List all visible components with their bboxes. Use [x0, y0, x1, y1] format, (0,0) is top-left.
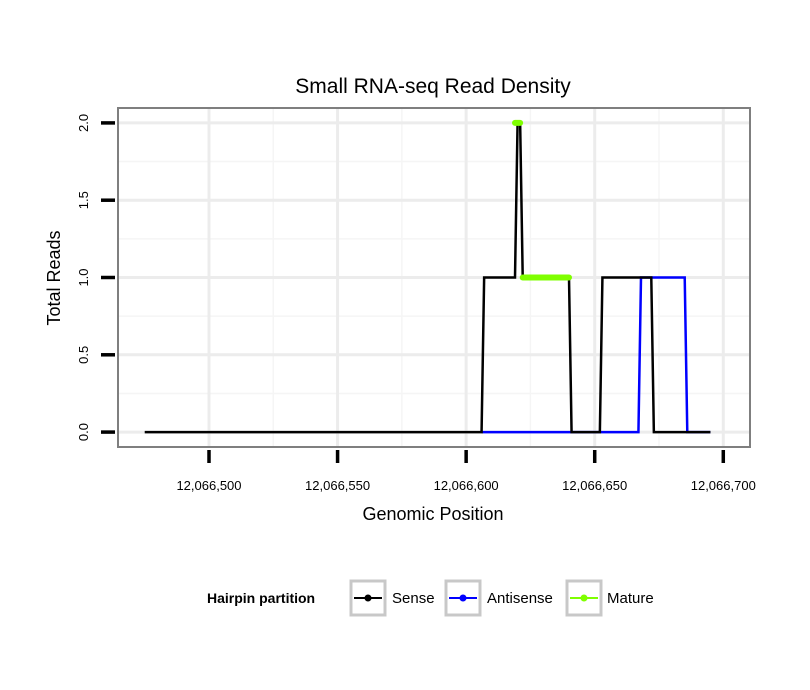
x-tick-label: 12,066,600 — [434, 478, 499, 493]
y-axis-label: Total Reads — [44, 230, 64, 325]
legend-title: Hairpin partition — [207, 590, 315, 606]
plot-panel-border — [117, 107, 751, 448]
legend-point-antisense — [459, 594, 467, 602]
y-tick-label: 0.0 — [76, 423, 91, 441]
legend: Hairpin partition Sense Antisense Mature — [207, 579, 654, 617]
series-sense-line — [144, 121, 711, 434]
chart-title: Small RNA-seq Read Density — [295, 75, 571, 98]
legend-point-sense — [364, 594, 372, 602]
y-tick-label: 1.5 — [76, 191, 91, 209]
legend-point-mature — [580, 594, 588, 602]
y-tick-label: 2.0 — [76, 114, 91, 132]
x-tick-label: 12,066,550 — [305, 478, 370, 493]
x-tick-label: 12,066,650 — [562, 478, 627, 493]
legend-label-sense: Sense — [392, 590, 435, 607]
legend-label-antisense: Antisense — [487, 590, 553, 607]
x-axis-label: Genomic Position — [362, 504, 503, 524]
axes: 12,066,500 12,066,550 12,066,600 12,066,650… — [76, 114, 756, 493]
legend-label-mature: Mature — [607, 590, 654, 607]
y-tick-label: 1.0 — [76, 268, 91, 286]
y-tick-label: 0.5 — [76, 346, 91, 364]
x-tick-label: 12,066,500 — [176, 478, 241, 493]
series-layer — [144, 119, 711, 434]
x-tick-label: 12,066,700 — [691, 478, 756, 493]
